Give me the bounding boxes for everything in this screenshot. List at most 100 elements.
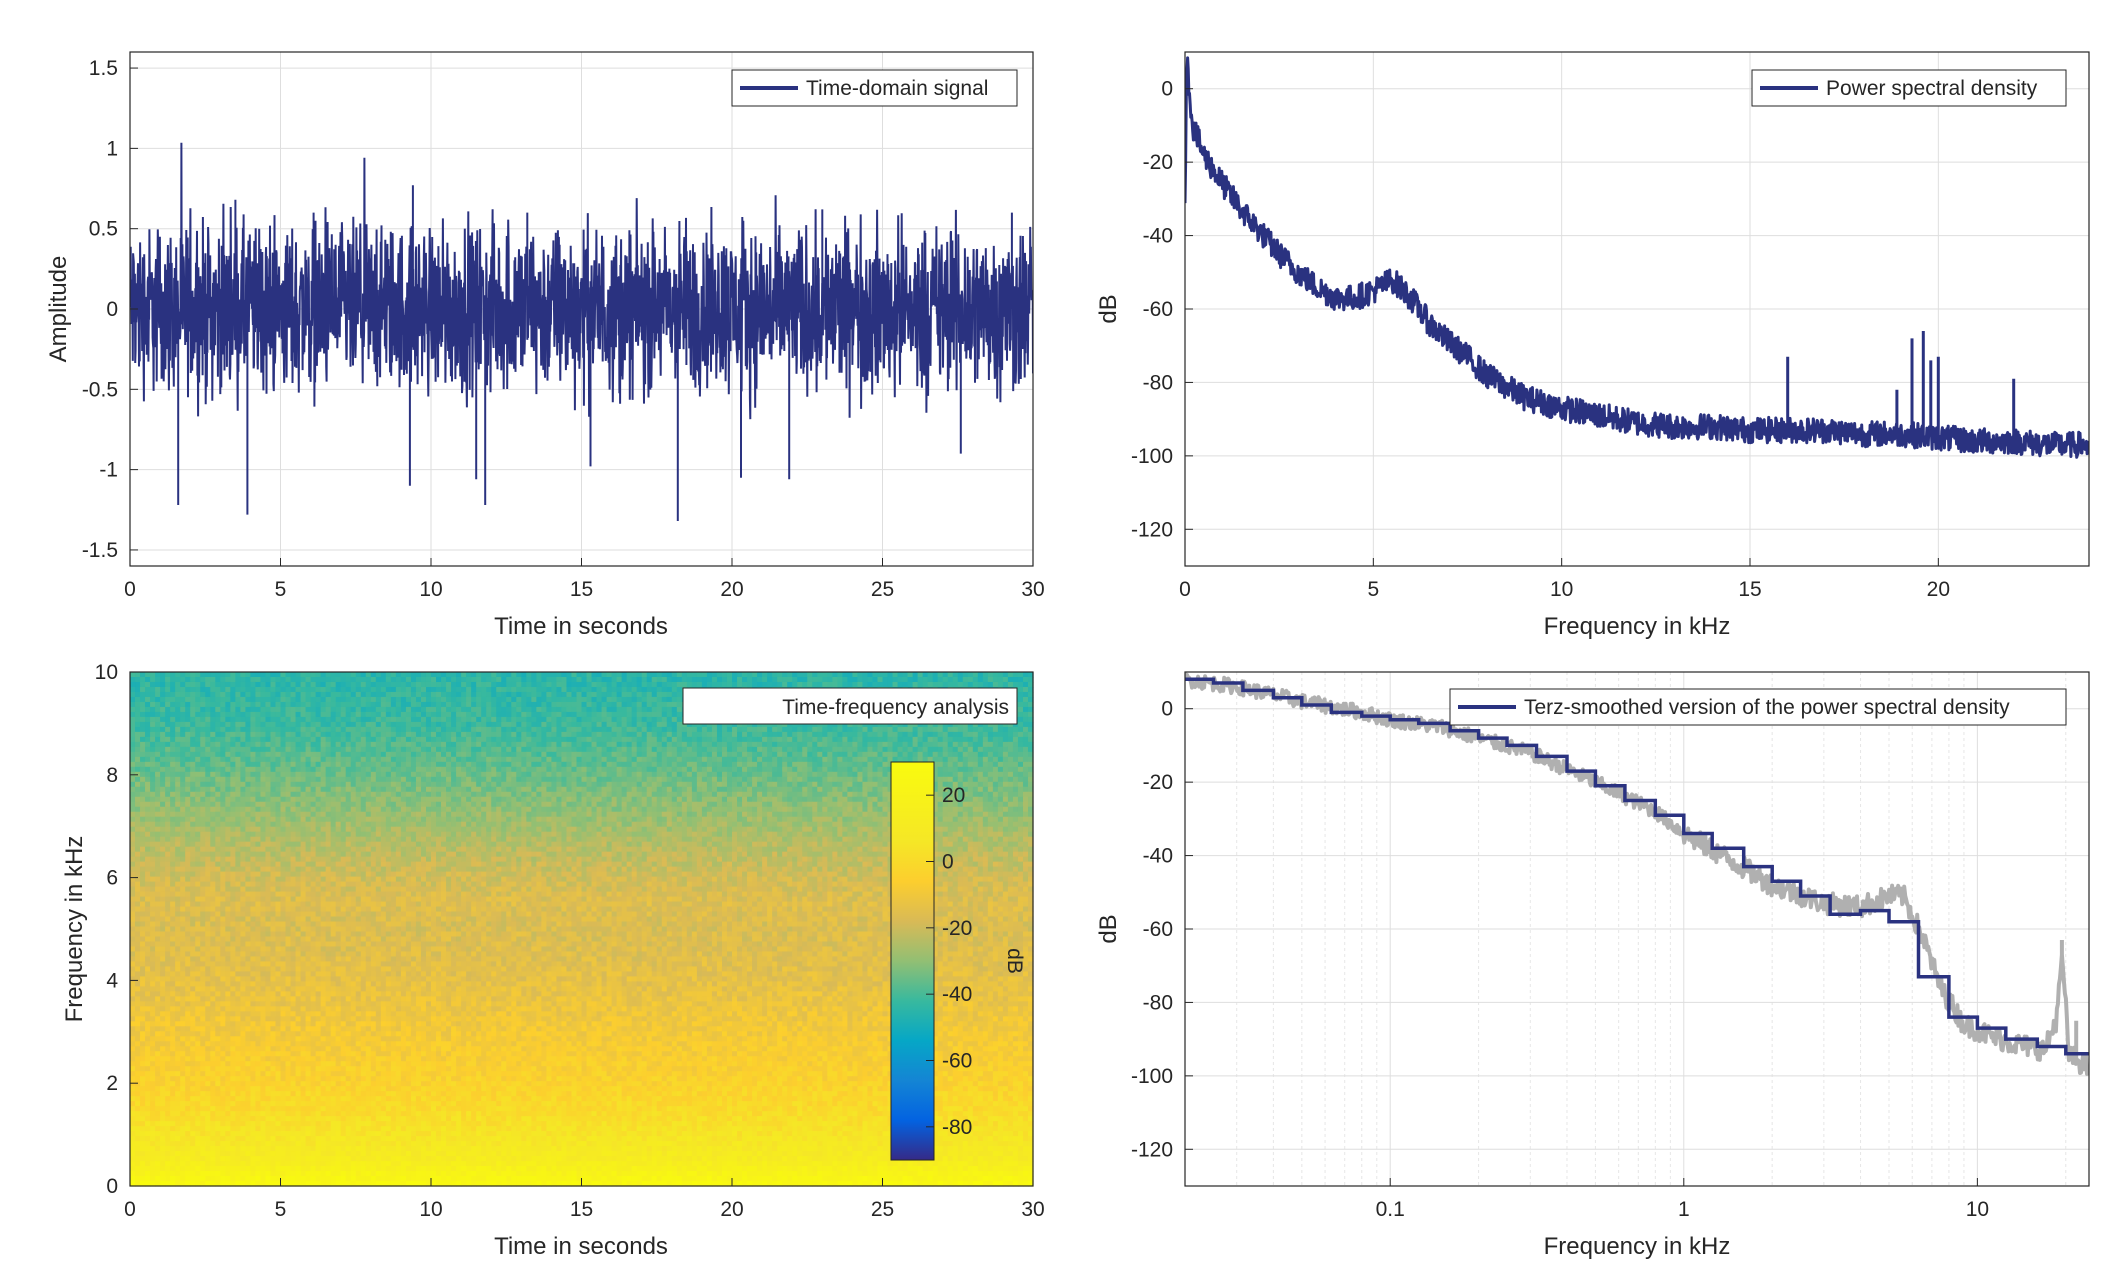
heatmap-cell (762, 771, 768, 778)
heatmap-cell (315, 736, 322, 743)
heatmap-cell (431, 796, 437, 803)
heatmap-cell (275, 701, 282, 708)
heatmap-cell (832, 726, 838, 733)
heatmap-cell (335, 741, 342, 748)
heatmap-cell (370, 781, 377, 788)
heatmap-cell (295, 781, 302, 788)
heatmap-cell (551, 751, 558, 758)
heatmap-cell (205, 701, 211, 708)
heatmap-cell (486, 676, 492, 683)
heatmap-cell (415, 776, 422, 783)
heatmap-cell (952, 721, 959, 728)
heatmap-cell (175, 711, 181, 718)
heatmap-cell (305, 716, 312, 723)
heatmap-cell (235, 806, 241, 813)
heatmap-cell (375, 691, 382, 698)
heatmap-cell (501, 721, 507, 728)
heatmap-cell (395, 716, 402, 723)
heatmap-cell (395, 796, 402, 803)
heatmap-cell (656, 801, 663, 808)
heatmap-cell (250, 781, 257, 788)
heatmap-cell (425, 672, 432, 678)
heatmap-cell (501, 771, 507, 778)
heatmap-cell (742, 776, 748, 783)
heatmap-cell (752, 741, 758, 748)
heatmap-cell (536, 796, 542, 803)
heatmap-cell (606, 711, 613, 718)
heatmap-cell (481, 681, 487, 688)
heatmap-cell (270, 736, 277, 743)
heatmap-cell (415, 736, 422, 743)
heatmap-cell (782, 726, 788, 733)
heatmap-cell (817, 726, 823, 733)
heatmap-cell (290, 741, 297, 748)
heatmap-cell (400, 801, 407, 808)
heatmap-cell (932, 746, 939, 753)
heatmap-cell (686, 781, 693, 788)
heatmap-cell (456, 731, 462, 738)
heatmap-cell (385, 696, 392, 703)
heatmap-cell (1017, 776, 1024, 783)
heatmap-cell (230, 786, 236, 793)
heatmap-cell (972, 672, 979, 678)
heatmap-cell (606, 706, 613, 713)
heatmap-cell (466, 711, 472, 718)
heatmap-cell (732, 796, 738, 803)
heatmap-cell (441, 781, 447, 788)
heatmap-cell (501, 696, 507, 703)
heatmap-cell (230, 726, 236, 733)
heatmap-cell (902, 681, 909, 688)
heatmap-cell (696, 761, 703, 768)
heatmap-cell (732, 766, 738, 773)
heatmap-cell (205, 791, 211, 798)
heatmap-cell (997, 781, 1004, 788)
heatmap-cell (165, 771, 171, 778)
heatmap-cell (130, 791, 136, 798)
heatmap-cell (701, 791, 708, 798)
heatmap-cell (215, 766, 221, 773)
x-tick-label: 0 (124, 578, 136, 601)
heatmap-cell (350, 711, 357, 718)
heatmap-cell (441, 751, 447, 758)
heatmap-cell (977, 781, 984, 788)
heatmap-cell (205, 746, 211, 753)
heatmap-cell (360, 746, 367, 753)
heatmap-cell (556, 781, 563, 788)
heatmap-cell (982, 786, 989, 793)
heatmap-cell (425, 716, 432, 723)
heatmap-cell (375, 681, 382, 688)
heatmap-cell (265, 731, 272, 738)
heatmap-cell (752, 681, 758, 688)
heatmap-cell (160, 756, 166, 763)
heatmap-cell (822, 761, 828, 768)
heatmap-cell (797, 741, 803, 748)
heatmap-cell (375, 756, 382, 763)
heatmap-cell (175, 716, 181, 723)
heatmap-cell (691, 721, 698, 728)
heatmap-cell (531, 791, 537, 798)
heatmap-cell (852, 726, 859, 733)
heatmap-cell (195, 676, 201, 683)
heatmap-cell (330, 691, 337, 698)
heatmap-cell (481, 701, 487, 708)
heatmap-cell (195, 716, 201, 723)
heatmap-cell (300, 796, 307, 803)
heatmap-cell (912, 751, 919, 758)
heatmap-cell (566, 801, 573, 808)
heatmap-cell (415, 786, 422, 793)
heatmap-cell (410, 751, 417, 758)
heatmap-cell (626, 746, 633, 753)
heatmap-cell (270, 721, 277, 728)
heatmap-cell (165, 716, 171, 723)
heatmap-cell (285, 751, 292, 758)
heatmap-cell (807, 791, 813, 798)
heatmap-cell (210, 726, 216, 733)
heatmap-cell (822, 766, 828, 773)
heatmap-cell (556, 706, 563, 713)
heatmap-cell (957, 741, 964, 748)
heatmap-cell (972, 676, 979, 683)
heatmap-cell (235, 701, 241, 708)
heatmap-cell (1017, 686, 1024, 693)
heatmap-cell (380, 781, 387, 788)
heatmap-cell (471, 781, 477, 788)
